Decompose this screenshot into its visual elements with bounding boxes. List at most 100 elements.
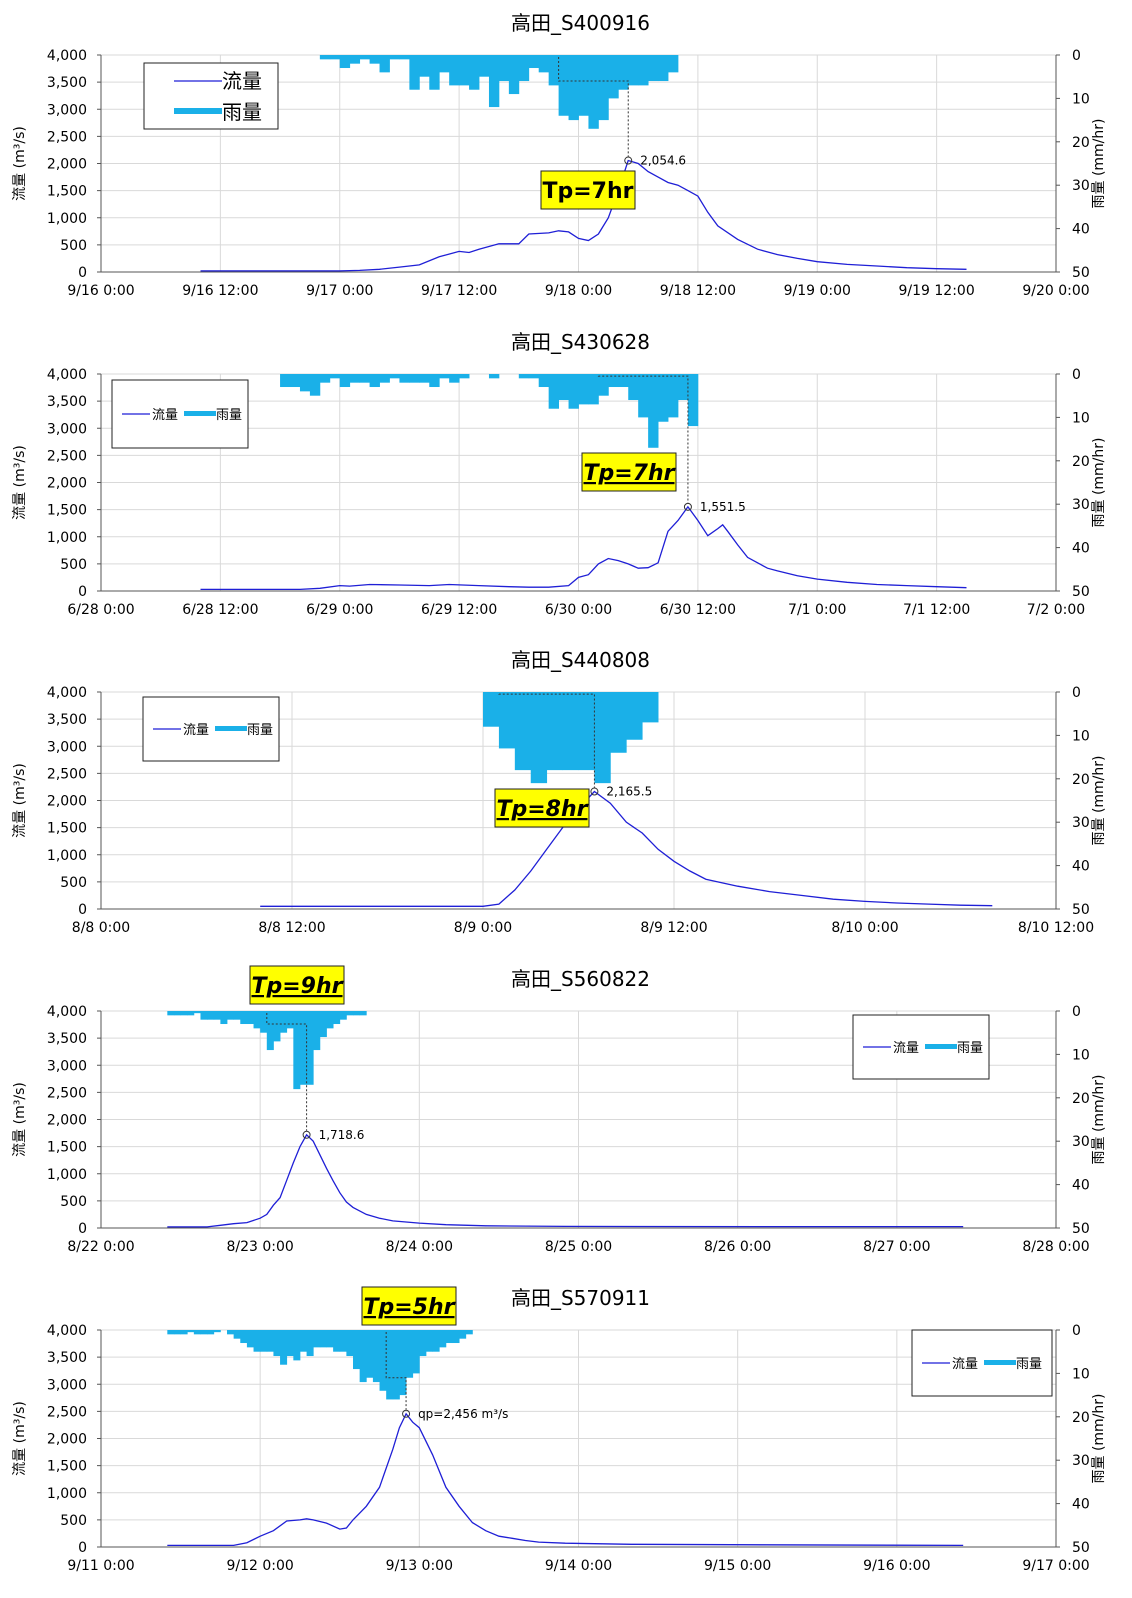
rain-bar bbox=[333, 1330, 341, 1352]
rain-bar bbox=[514, 692, 532, 771]
left-tick-label: 1,500 bbox=[47, 503, 87, 519]
tp-bracket bbox=[597, 375, 689, 503]
left-tick-label: 500 bbox=[60, 557, 87, 573]
rain-bar bbox=[346, 1330, 354, 1357]
legend-flow-label: 流量 bbox=[222, 69, 262, 93]
legend: 流量 雨量 bbox=[911, 1329, 1053, 1397]
left-tick-label: 2,500 bbox=[47, 766, 87, 782]
x-tick-label: 8/9 12:00 bbox=[640, 920, 707, 936]
rain-bar bbox=[608, 374, 619, 388]
rain-bar bbox=[459, 55, 470, 86]
left-tick-label: 2,500 bbox=[47, 1404, 87, 1420]
right-tick-label: 30 bbox=[1072, 178, 1090, 194]
rain-bar bbox=[568, 374, 579, 409]
tp-bracket bbox=[266, 1013, 308, 1131]
x-tick-label: 9/17 0:00 bbox=[1022, 1558, 1089, 1574]
rain-bar bbox=[366, 1330, 374, 1378]
left-tick-label: 3,000 bbox=[47, 421, 87, 437]
rain-bar bbox=[200, 1330, 208, 1335]
x-tick-label: 6/29 12:00 bbox=[421, 602, 497, 618]
rain-bar bbox=[260, 1011, 268, 1033]
rain-bar bbox=[677, 374, 689, 401]
rain-bar bbox=[187, 1011, 195, 1016]
tp-label: Tp=7hr bbox=[583, 461, 675, 486]
x-tick-label: 9/16 0:00 bbox=[863, 1558, 930, 1574]
rain-bar bbox=[329, 374, 341, 379]
legend-flow-label: 流量 bbox=[893, 1041, 919, 1056]
chart-title: 高田_S400916 bbox=[511, 11, 650, 35]
right-tick-label: 0 bbox=[1072, 685, 1081, 701]
rain-bar bbox=[668, 374, 679, 418]
rain-bar bbox=[326, 1330, 334, 1348]
rain-bar bbox=[319, 1011, 327, 1038]
right-tick-label: 40 bbox=[1072, 1497, 1090, 1513]
right-axis-label: 雨量 (mm/hr) bbox=[1091, 1075, 1107, 1165]
rain-bar bbox=[598, 374, 609, 396]
rain-bar bbox=[339, 374, 351, 388]
left-tick-label: 3,000 bbox=[47, 1377, 87, 1393]
rain-bar bbox=[213, 1011, 221, 1020]
right-tick-label: 30 bbox=[1072, 1134, 1090, 1150]
rain-bar bbox=[445, 1330, 453, 1344]
rain-bar bbox=[240, 1330, 248, 1344]
left-tick-label: 3,000 bbox=[47, 739, 87, 755]
legend-rain-label: 雨量 bbox=[957, 1041, 983, 1056]
hydrograph-chart-2: 高田_S43062805001,0001,5002,0002,5003,0003… bbox=[12, 330, 1107, 618]
rain-bar bbox=[578, 692, 595, 771]
rain-bar bbox=[213, 1330, 221, 1333]
rain-bar bbox=[389, 55, 400, 60]
rain-bar bbox=[359, 374, 370, 383]
rain-bar bbox=[518, 374, 530, 379]
peak-marker bbox=[683, 502, 692, 511]
rain-bar bbox=[293, 1330, 301, 1361]
legend: 流量 雨量 bbox=[142, 696, 280, 762]
rain-bar bbox=[193, 1011, 201, 1014]
rain-bar bbox=[626, 692, 643, 740]
left-tick-label: 0 bbox=[78, 902, 87, 918]
flow-line bbox=[200, 505, 967, 591]
x-tick-label: 9/20 0:00 bbox=[1022, 283, 1089, 299]
rain-bar bbox=[429, 374, 440, 388]
peak-label: 2,054.6 bbox=[640, 154, 686, 168]
peak-label: qp=2,456 m³/s bbox=[418, 1407, 508, 1421]
left-tick-label: 500 bbox=[60, 238, 87, 254]
right-tick-label: 10 bbox=[1072, 410, 1090, 426]
rain-bar bbox=[379, 55, 390, 73]
right-tick-label: 20 bbox=[1072, 1410, 1090, 1426]
rain-bar bbox=[568, 55, 579, 121]
rain-bar bbox=[452, 1330, 460, 1344]
rain-bar bbox=[618, 55, 629, 90]
rain-bar bbox=[233, 1330, 241, 1339]
x-tick-label: 6/30 12:00 bbox=[660, 602, 736, 618]
rain-bar bbox=[578, 55, 589, 116]
left-tick-label: 0 bbox=[78, 265, 87, 281]
left-tick-label: 4,000 bbox=[47, 367, 87, 383]
tp-label: Tp=8hr bbox=[496, 797, 588, 822]
rain-bar bbox=[399, 1330, 407, 1396]
rain-bar bbox=[260, 1330, 268, 1352]
rain-bar bbox=[246, 1011, 254, 1025]
chart-title: 高田_S570911 bbox=[511, 1286, 650, 1310]
rain-bar bbox=[488, 55, 500, 108]
left-tick-label: 3,500 bbox=[47, 394, 87, 410]
rain-bar bbox=[558, 374, 569, 401]
rain-bar bbox=[638, 55, 649, 86]
x-tick-label: 9/18 12:00 bbox=[660, 283, 736, 299]
left-tick-label: 2,000 bbox=[47, 794, 87, 810]
rain-bar bbox=[439, 1330, 447, 1348]
tp-bracket bbox=[558, 57, 629, 157]
rain-bar bbox=[419, 374, 430, 383]
peak-label: 1,551.5 bbox=[700, 500, 746, 514]
left-tick-label: 3,500 bbox=[47, 712, 87, 728]
rain-bar bbox=[465, 1330, 473, 1335]
x-tick-label: 9/16 12:00 bbox=[182, 283, 258, 299]
rain-bar bbox=[309, 374, 321, 396]
rain-bar bbox=[246, 1330, 254, 1348]
x-tick-label: 9/12 0:00 bbox=[227, 1558, 294, 1574]
x-tick-label: 8/9 0:00 bbox=[454, 920, 512, 936]
legend-rain-swatch bbox=[215, 726, 247, 731]
legend-rain-label: 雨量 bbox=[247, 723, 273, 738]
x-tick-label: 8/28 0:00 bbox=[1022, 1239, 1089, 1255]
rain-bar bbox=[339, 55, 351, 69]
rain-bar bbox=[306, 1011, 314, 1085]
